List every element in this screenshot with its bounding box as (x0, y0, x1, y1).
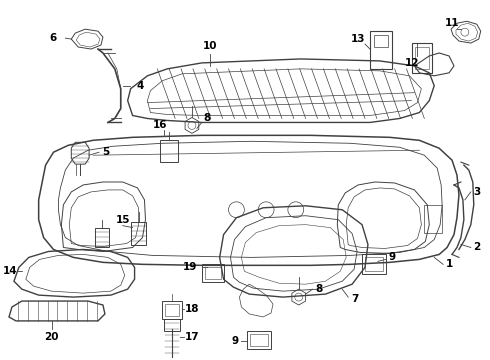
Bar (131, 222, 147, 246)
Bar (205, 267, 220, 279)
Text: 4: 4 (137, 81, 144, 91)
Bar (250, 334, 268, 346)
Text: 20: 20 (44, 332, 59, 342)
Text: 15: 15 (116, 215, 130, 225)
Text: 17: 17 (185, 332, 199, 342)
Text: 14: 14 (2, 266, 17, 276)
Text: 8: 8 (315, 284, 322, 294)
Text: 10: 10 (202, 41, 217, 51)
Text: 5: 5 (102, 147, 110, 157)
Text: 11: 11 (445, 18, 459, 28)
Text: 9: 9 (388, 252, 395, 262)
Bar (424, 205, 442, 233)
Bar (202, 264, 223, 282)
Bar (165, 304, 179, 316)
Text: 3: 3 (473, 187, 480, 197)
Bar (365, 257, 383, 271)
Text: 13: 13 (351, 34, 366, 44)
Text: 6: 6 (50, 33, 57, 43)
Text: 2: 2 (473, 243, 480, 252)
Bar (162, 301, 182, 319)
Bar (416, 47, 429, 69)
Bar (95, 228, 109, 247)
Text: 12: 12 (405, 58, 420, 68)
Bar (362, 255, 386, 274)
Text: 19: 19 (183, 262, 197, 272)
Text: 8: 8 (203, 113, 210, 123)
Bar (370, 31, 392, 69)
Text: 9: 9 (232, 336, 239, 346)
Text: 16: 16 (153, 121, 168, 130)
Text: 1: 1 (445, 259, 453, 269)
Bar (413, 43, 432, 73)
Text: 18: 18 (185, 304, 199, 314)
Bar (160, 140, 178, 162)
Bar (247, 331, 271, 349)
Bar (164, 319, 180, 331)
Text: 7: 7 (351, 294, 359, 304)
Bar (374, 35, 388, 47)
